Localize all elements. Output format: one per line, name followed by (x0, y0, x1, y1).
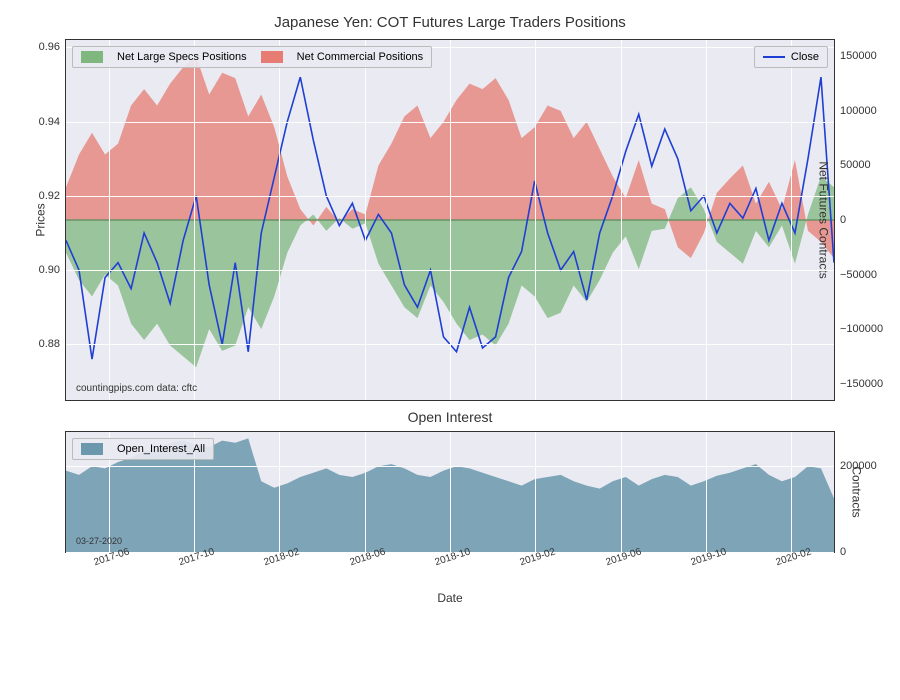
ytick-left: 0.94 (39, 116, 66, 128)
legend-swatch-oi (81, 443, 103, 455)
date-note: 03-27-2020 (76, 536, 122, 546)
legend-label-oi: Open_Interest_All (117, 443, 205, 455)
sub-chart-plot: Open_Interest_All 03-27-2020 Contracts 0… (65, 431, 835, 553)
legend-label-specs: Net Large Specs Positions (117, 51, 247, 63)
ytick-left: 0.96 (39, 41, 66, 53)
legend-swatch-comm (261, 51, 283, 63)
ytick-left: 0.92 (39, 190, 66, 202)
ytick-left: 0.88 (39, 338, 66, 350)
attribution-text: countingpips.com data: cftc (76, 383, 197, 394)
cot-chart-panel: Japanese Yen: COT Futures Large Traders … (10, 14, 890, 605)
ytick-right: 100000 (834, 105, 877, 117)
main-legend-left: Net Large Specs Positions Net Commercial… (72, 46, 432, 68)
sub-ytick-right: 200000 (834, 460, 877, 472)
legend-label-close: Close (791, 51, 819, 63)
main-chart-plot: Net Large Specs Positions Net Commercial… (65, 39, 835, 401)
legend-label-comm: Net Commercial Positions (297, 51, 424, 63)
sub-y-right-axis-label: Contracts (849, 466, 863, 517)
ytick-right: 150000 (834, 50, 877, 62)
ytick-right: 50000 (834, 159, 871, 171)
legend-swatch-specs (81, 51, 103, 63)
main-chart-title: Japanese Yen: COT Futures Large Traders … (10, 14, 890, 31)
y-left-axis-label: Prices (34, 203, 48, 236)
main-legend-right: Close (754, 46, 828, 68)
sub-chart-title: Open Interest (10, 409, 890, 425)
ytick-right: −100000 (834, 323, 883, 335)
sub-ytick-right: 0 (834, 546, 846, 558)
ytick-right: 0 (834, 214, 846, 226)
legend-swatch-close (763, 56, 785, 58)
ytick-right: −50000 (834, 269, 877, 281)
ytick-right: −150000 (834, 378, 883, 390)
y-right-axis-label: Net Futures Contracts (816, 161, 830, 278)
x-axis-label: Date (65, 591, 835, 605)
sub-legend: Open_Interest_All (72, 438, 214, 460)
ytick-left: 0.90 (39, 264, 66, 276)
